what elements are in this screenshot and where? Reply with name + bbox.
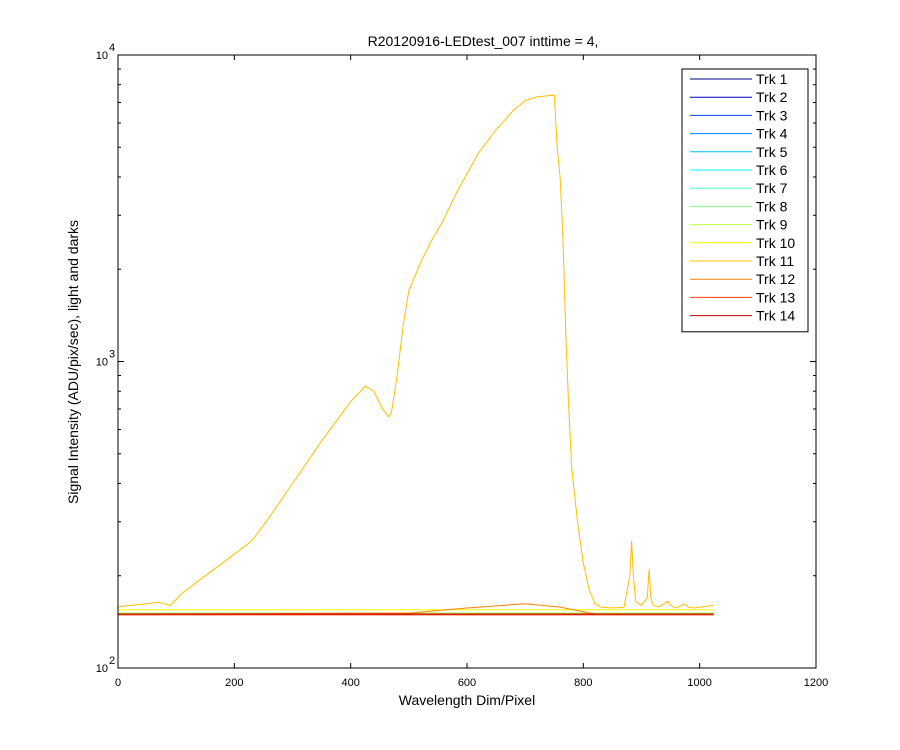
legend-label: Trk 12 bbox=[756, 271, 795, 287]
chart-title: R20120916-LEDtest_007 inttime = 4, bbox=[368, 33, 599, 49]
series-line-trk-11 bbox=[117, 94, 714, 609]
legend-label: Trk 14 bbox=[756, 308, 795, 324]
legend-label: Trk 2 bbox=[756, 89, 788, 105]
legend-label: Trk 11 bbox=[756, 253, 794, 269]
y-tick-label-base: 10 bbox=[96, 663, 108, 675]
legend-label: Trk 6 bbox=[756, 162, 788, 178]
x-tick-label: 200 bbox=[225, 677, 243, 689]
legend-label: Trk 5 bbox=[756, 144, 788, 160]
legend-label: Trk 13 bbox=[756, 289, 795, 305]
legend-label: Trk 9 bbox=[756, 217, 788, 233]
x-tick-label: 800 bbox=[574, 677, 592, 689]
legend-label: Trk 7 bbox=[756, 180, 788, 196]
y-tick-label-base: 10 bbox=[96, 357, 108, 369]
legend-label: Trk 10 bbox=[756, 235, 795, 251]
y-tick-label-base: 10 bbox=[96, 50, 108, 62]
legend-box bbox=[681, 68, 809, 333]
plot-area bbox=[117, 94, 714, 616]
x-tick-label: 1000 bbox=[687, 677, 711, 689]
legend: Trk 1 Trk 2 Trk 3 Trk 4 Trk 5 Trk 6 Trk 7 Trk 8… bbox=[681, 68, 809, 333]
y-tick-label-exponent: 4 bbox=[109, 42, 115, 54]
x-tick-label: 600 bbox=[458, 677, 476, 689]
plot-frame bbox=[117, 54, 817, 669]
legend-label: Trk 1 bbox=[756, 71, 788, 87]
x-tick-label: 400 bbox=[341, 677, 359, 689]
x-tick-label: 1200 bbox=[804, 677, 828, 689]
legend-label: Trk 8 bbox=[756, 198, 788, 214]
legend-label: Trk 4 bbox=[756, 126, 788, 142]
y-axis-label: Signal Intensity (ADU/pix/sec), light an… bbox=[65, 220, 81, 504]
x-tick-label: 0 bbox=[115, 677, 121, 689]
x-axis-label: Wavelength Dim/Pixel bbox=[399, 692, 535, 708]
y-tick-label-exponent: 3 bbox=[109, 349, 115, 361]
y-tick-label-exponent: 2 bbox=[109, 655, 115, 667]
legend-label: Trk 3 bbox=[756, 107, 788, 123]
